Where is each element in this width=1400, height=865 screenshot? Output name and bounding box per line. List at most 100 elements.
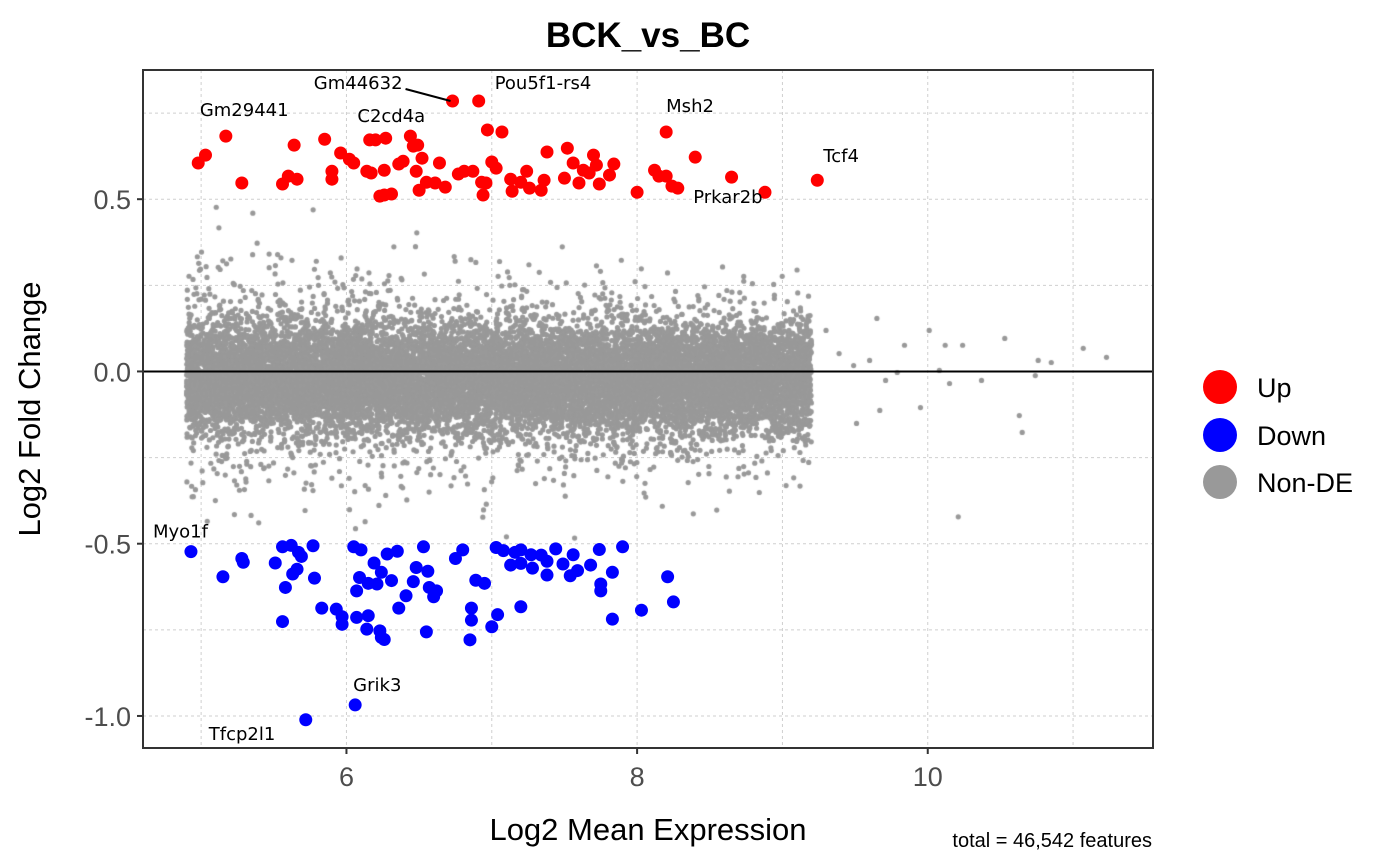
up-point [576, 163, 590, 177]
up-point [446, 94, 460, 108]
down-point [374, 565, 388, 579]
down-point [566, 548, 580, 562]
gene-label: Myo1f [153, 522, 209, 543]
gene-label: Tcf4 [822, 146, 859, 167]
label-leader-line [405, 88, 451, 102]
up-point [587, 148, 601, 162]
down-point [350, 610, 364, 624]
gene-label: Tfcp2l1 [208, 724, 276, 745]
up-point [540, 145, 554, 159]
down-point [299, 713, 313, 727]
up-point [592, 177, 606, 191]
down-point [661, 570, 675, 584]
up-point [475, 175, 489, 189]
down-point [592, 543, 606, 557]
up-point [602, 168, 616, 182]
down-point [504, 558, 518, 572]
up-point [403, 129, 417, 143]
down-point [268, 556, 282, 570]
down-point [478, 576, 492, 590]
up-point [235, 176, 249, 190]
down-point [335, 617, 349, 631]
down-point [464, 613, 478, 627]
down-point [456, 543, 470, 557]
down-point [380, 547, 394, 561]
up-point [589, 158, 603, 172]
gene-label: Gm29441 [200, 100, 289, 121]
down-point [464, 601, 478, 615]
up-point [504, 172, 518, 186]
up-point [432, 156, 446, 170]
x-axis-title: Log2 Mean Expression [489, 812, 806, 847]
up-point [557, 171, 571, 185]
up-point [415, 151, 429, 165]
up-point [290, 172, 304, 186]
up-point [379, 131, 393, 145]
down-point [367, 556, 381, 570]
down-point [485, 620, 499, 634]
up-point [364, 166, 378, 180]
down-point [491, 608, 505, 622]
up-point [688, 150, 702, 164]
down-point [421, 564, 435, 578]
down-point [409, 560, 423, 574]
legend-label-up: Up [1257, 373, 1292, 403]
legend-label-non-de: Non-DE [1257, 468, 1353, 498]
down-point [496, 544, 510, 558]
up-point [287, 138, 301, 152]
down-point [360, 622, 374, 636]
down-point [306, 539, 320, 553]
up-point [318, 132, 332, 146]
down-point [549, 542, 563, 556]
up-point [537, 173, 551, 187]
x-tick-label: 10 [913, 762, 943, 792]
gene-label: C2cd4a [357, 106, 425, 127]
down-point [236, 555, 250, 569]
up-point [409, 164, 423, 178]
up-point [428, 176, 442, 190]
gene-label: Prkar2b [693, 187, 762, 208]
up-point [630, 185, 644, 199]
down-point [584, 558, 598, 572]
down-point [634, 603, 648, 617]
y-axis-title: Log2 Fold Change [12, 281, 47, 536]
down-point [448, 552, 462, 566]
gene-label: Msh2 [666, 96, 714, 117]
down-point [524, 548, 538, 562]
down-point [427, 590, 441, 604]
down-point [525, 561, 539, 575]
down-point [392, 601, 406, 615]
down-point [276, 615, 290, 629]
down-point [354, 543, 368, 557]
legend-swatch-up [1203, 370, 1237, 404]
up-point [219, 129, 233, 143]
up-point [489, 161, 503, 175]
up-point [652, 169, 666, 183]
up-point [325, 172, 339, 186]
up-point [659, 125, 673, 139]
up-point [572, 176, 586, 190]
legend-label-down: Down [1257, 421, 1326, 451]
down-point [514, 556, 528, 570]
down-point [556, 557, 570, 571]
up-point [520, 164, 534, 178]
legend-swatch-non-de [1203, 465, 1237, 499]
chart-title: BCK_vs_BC [546, 16, 750, 55]
down-point [540, 554, 554, 568]
legend-swatch-down [1203, 418, 1237, 452]
up-point [505, 184, 519, 198]
down-point [406, 575, 420, 589]
up-point [438, 180, 452, 194]
down-point [463, 633, 477, 647]
plot-border [142, 69, 1154, 749]
up-point [810, 173, 824, 187]
y-tick-label: -1.0 [84, 702, 131, 732]
legend: Up Down Non-DE [1203, 370, 1353, 499]
up-point [396, 154, 410, 168]
up-point [534, 183, 548, 197]
up-point [495, 125, 509, 139]
down-point [294, 549, 308, 563]
